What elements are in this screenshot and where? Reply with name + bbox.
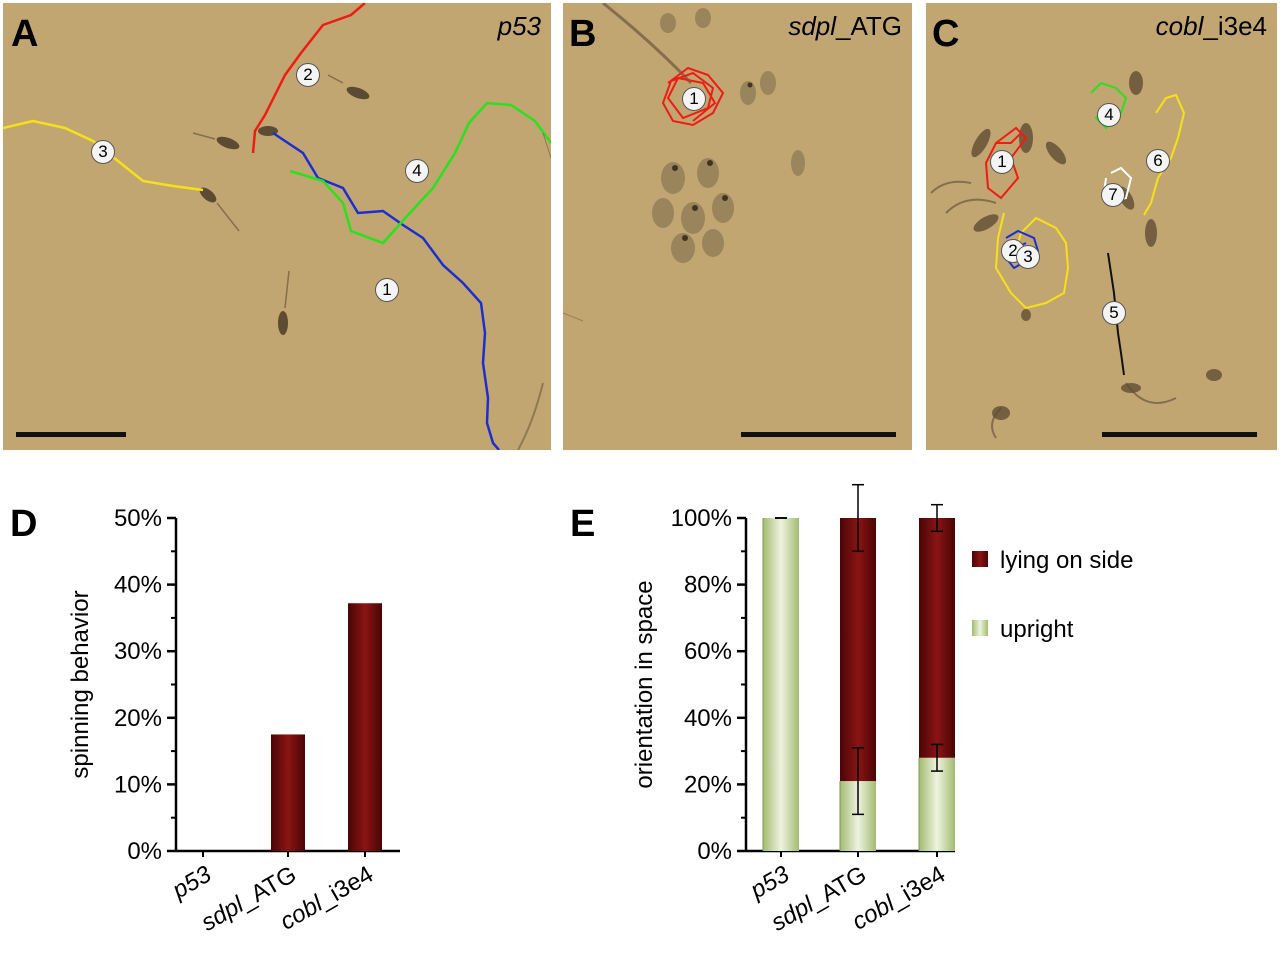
panel-c-title-rest: _i3e4 (1203, 11, 1267, 41)
panel-e-letter: E (570, 503, 596, 545)
panel-b-letter: B (569, 13, 597, 55)
panel-b-micrograph: B sdpl_ATG 1 (563, 3, 912, 450)
chart-d-spinning-behavior: 0%10%20%30%40%50%spinning behaviorp53sdp… (67, 505, 400, 937)
x-tick-label-d: p53 (167, 860, 217, 904)
bar-e-lying (919, 518, 955, 758)
x-tick-label-e: p53 (745, 860, 795, 904)
y-tick-label-e: 60% (684, 638, 732, 665)
legend-label-lying: lying on side (1000, 547, 1133, 574)
bar-e-upright (763, 518, 799, 851)
y-tick-label-d: 40% (114, 572, 162, 599)
panel-c-title: cobl_i3e4 (1156, 11, 1267, 42)
panel-d-letter: D (10, 503, 38, 545)
panel-b-title: sdpl_ATG (788, 11, 902, 42)
panel-a-tracks (3, 3, 551, 450)
track-label-c-4: 4 (1097, 103, 1121, 127)
bar-d (271, 734, 305, 851)
scale-bar-a (16, 432, 126, 437)
panel-c-letter: C (932, 13, 960, 55)
track-label-c-1: 1 (990, 150, 1014, 174)
track-label-c-7: 7 (1101, 183, 1125, 207)
legend-swatch-upright (972, 620, 988, 636)
y-axis-label-d: spinning behavior (67, 590, 94, 778)
bar-d (348, 603, 382, 851)
chart-e-orientation-in-space: 0% 20% 40% 60% 80% 100% orientation in space p5… (631, 483, 1133, 937)
bar-e-lying (840, 518, 876, 782)
track-label-b-1: 1 (682, 87, 706, 111)
y-tick-label-d: 20% (114, 705, 162, 732)
y-tick-label-d: 10% (114, 771, 162, 798)
bar-e-upright (919, 757, 955, 851)
panel-b-title-italic: sdpl (788, 11, 837, 41)
y-axis-label-e: orientation in space (631, 580, 658, 788)
y-tick-label-e: 0% (697, 838, 732, 865)
y-tick-label-e: 100% (671, 505, 732, 532)
panel-c-micrograph: C cobl_i3e4 1 2 3 4 5 6 7 (926, 3, 1277, 450)
track-label-c-5: 5 (1102, 301, 1126, 325)
y-tick-label-d: 30% (114, 638, 162, 665)
track-label-c-6: 6 (1146, 149, 1170, 173)
track-label-a-1: 1 (375, 278, 399, 302)
scale-bar-b (741, 432, 896, 437)
legend-label-upright: upright (1000, 616, 1074, 643)
panel-a-title: p53 (498, 11, 541, 42)
y-tick-label-d: 50% (114, 505, 162, 532)
panel-b-title-rest: _ATG (836, 11, 902, 41)
legend-swatch-lying (972, 551, 988, 567)
y-tick-label-e: 40% (684, 705, 732, 732)
panel-c-title-italic: cobl (1155, 11, 1204, 41)
panel-a-letter: A (11, 13, 39, 55)
y-tick-label-d: 0% (127, 838, 162, 865)
scale-bar-c (1102, 432, 1257, 437)
panel-a-title-text: p53 (497, 11, 541, 41)
panel-b-tracks (563, 3, 805, 322)
track-label-a-3: 3 (91, 140, 115, 164)
y-tick-label-e: 80% (684, 572, 732, 599)
panel-a-micrograph: A p53 1 2 3 4 (3, 3, 551, 450)
panel-c-tracks (930, 71, 1222, 439)
y-tick-label-e: 20% (684, 771, 732, 798)
track-label-c-3: 3 (1016, 245, 1040, 269)
track-label-a-4: 4 (405, 159, 429, 183)
track-label-a-2: 2 (296, 63, 320, 87)
